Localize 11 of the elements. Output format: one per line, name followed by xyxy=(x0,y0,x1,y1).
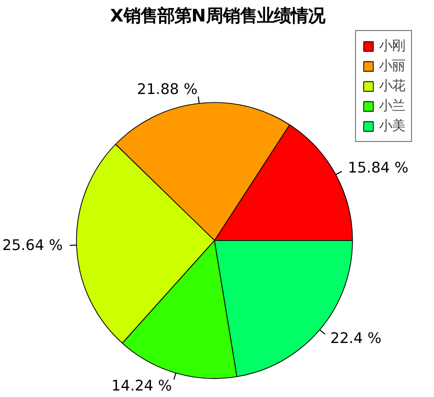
data-label: 21.88 % xyxy=(137,81,198,98)
legend-label: 小兰 xyxy=(379,98,405,115)
data-label: 15.84 % xyxy=(348,160,409,177)
legend-label: 小刚 xyxy=(379,38,405,55)
legend-label: 小美 xyxy=(379,118,405,135)
legend-label: 小花 xyxy=(379,78,405,95)
data-label: 22.4 % xyxy=(330,330,382,348)
data-label: 14.24 % xyxy=(111,378,172,395)
data-label: 25.64 % xyxy=(2,237,63,254)
legend-label: 小丽 xyxy=(379,58,405,75)
chart-title: X销售部第N周销售业绩情况 xyxy=(110,6,326,26)
